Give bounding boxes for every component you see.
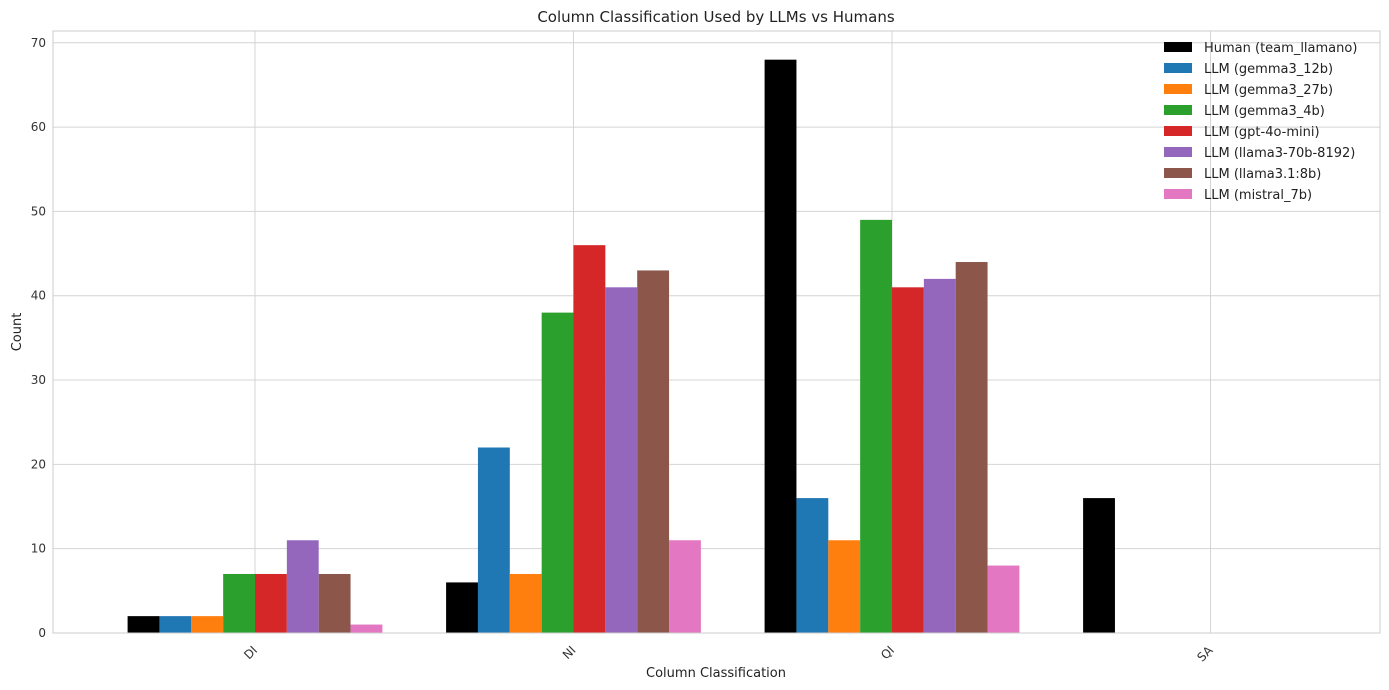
legend-entry: LLM (llama3.1:8b): [1204, 167, 1321, 182]
bar: [796, 498, 829, 633]
y-tick-label: 30: [31, 373, 46, 387]
y-tick-label: 40: [31, 289, 46, 303]
bar: [191, 616, 224, 633]
legend-swatch: [1164, 42, 1192, 52]
chart-title: Column Classification Used by LLMs vs Hu…: [537, 8, 895, 26]
legend-swatch: [1164, 189, 1192, 199]
x-axis-label: Column Classification: [646, 666, 786, 681]
bar: [127, 616, 160, 633]
legend-swatch: [1164, 147, 1192, 157]
y-axis-label: Count: [10, 313, 25, 352]
bar: [605, 287, 638, 633]
bar: [223, 573, 255, 633]
bar: [446, 582, 478, 633]
bar: [955, 262, 988, 633]
grid: [53, 31, 1380, 634]
legend-swatch: [1164, 105, 1192, 115]
bar: [159, 616, 192, 633]
legend-entry: LLM (gemma3_27b): [1204, 83, 1333, 98]
bar: [764, 59, 797, 633]
bar: [892, 287, 924, 633]
legend-swatch: [1164, 126, 1192, 136]
x-tick-label: SA: [1194, 643, 1216, 665]
legend-swatch: [1164, 63, 1192, 73]
legend-entry: Human (team_llamano): [1204, 41, 1357, 56]
x-tick-label: NI: [560, 643, 579, 662]
bar: [637, 270, 670, 633]
legend-entry: LLM (mistral_7b): [1204, 188, 1312, 203]
bar: [573, 245, 606, 633]
plot-frame: [52, 30, 1381, 634]
legend-swatch: [1164, 168, 1192, 178]
bar: [541, 312, 574, 633]
bar: [318, 573, 351, 633]
bar: [669, 540, 701, 633]
bars: [127, 59, 1115, 634]
bar: [860, 219, 892, 634]
bar: [509, 573, 542, 633]
y-tick-label: 70: [31, 36, 46, 50]
legend-entry: LLM (gemma3_4b): [1204, 104, 1325, 119]
y-tick-label: 10: [31, 542, 46, 556]
x-tick-label: QI: [878, 643, 897, 662]
x-tick-label: DI: [241, 643, 260, 662]
bar: [987, 565, 1020, 633]
legend: Human (team_llamano) LLM (gemma3_12b) LLM …: [1164, 41, 1357, 203]
legend-entry: LLM (llama3-70b-8192): [1204, 146, 1355, 161]
bar: [828, 540, 861, 633]
y-tick-label: 60: [31, 120, 46, 134]
bar: [286, 540, 319, 633]
legend-entry: LLM (gemma3_12b): [1204, 62, 1333, 77]
y-tick-label: 50: [31, 204, 46, 218]
legend-entry: LLM (gpt-4o-mini): [1204, 125, 1320, 140]
bar: [1083, 498, 1115, 633]
y-tick-label: 0: [38, 626, 46, 640]
y-tick-label: 20: [31, 457, 46, 471]
bar: [350, 624, 383, 633]
bar: [255, 573, 287, 633]
bar: [923, 278, 956, 633]
legend-swatch: [1164, 84, 1192, 94]
bar: [477, 447, 510, 633]
